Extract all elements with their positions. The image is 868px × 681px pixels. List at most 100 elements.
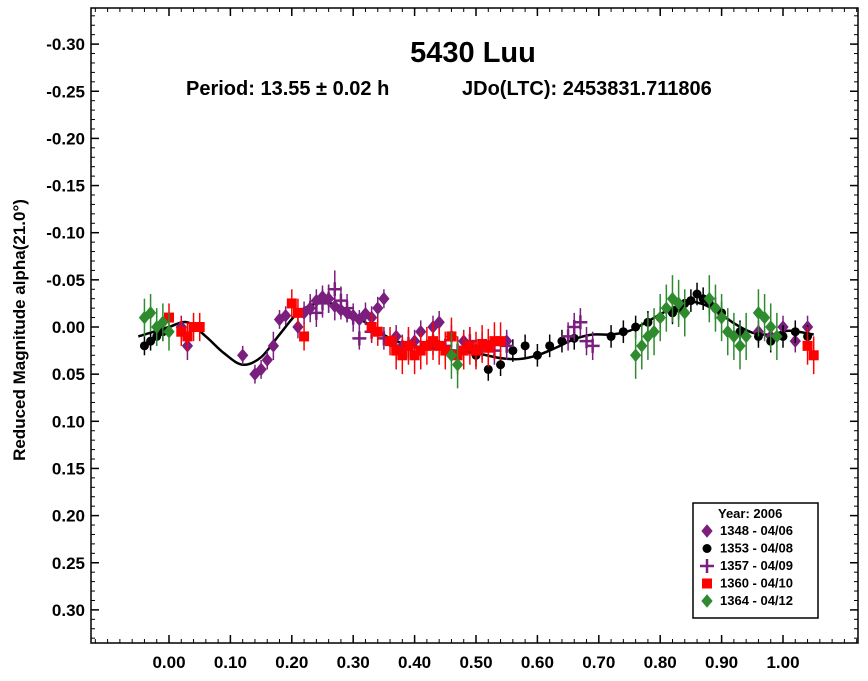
data-point [483, 342, 494, 353]
y-tick-label: -0.10 [46, 224, 85, 243]
data-point [654, 310, 666, 325]
data-point [434, 340, 445, 351]
data-point [520, 341, 530, 351]
legend-items: 1348 - 04/06 1353 - 04/08 1357 - 04/09 1360… [700, 523, 793, 608]
legend-marker [701, 524, 713, 538]
data-point [703, 291, 715, 306]
data-point [698, 294, 708, 304]
legend-title: Year: 2006 [718, 506, 782, 521]
data-point [397, 350, 408, 361]
data-point [366, 322, 377, 332]
y-tick-label: -0.30 [46, 35, 85, 54]
data-point [194, 322, 205, 332]
legend-marker [702, 544, 712, 553]
x-tick-label: 0.90 [705, 653, 738, 672]
series-3 [164, 289, 819, 375]
data-point [618, 327, 628, 337]
data-point [440, 345, 451, 356]
data-point [286, 298, 297, 309]
data-point [340, 301, 355, 316]
x-tick-label: 0.40 [398, 653, 431, 672]
data-point [267, 339, 280, 353]
data-point [483, 364, 493, 374]
data-point [261, 353, 273, 367]
y-tick-label: -0.25 [46, 82, 85, 101]
data-point [385, 336, 396, 347]
x-tick-label: 0.10 [214, 653, 247, 672]
data-point [321, 291, 336, 306]
data-point [163, 324, 175, 339]
data-point [532, 350, 542, 360]
legend-marker [700, 559, 714, 573]
x-tick-label: 0.80 [644, 653, 677, 672]
data-point [771, 329, 783, 344]
y-axis-label: Reduced Magnitude alpha(21.0°) [10, 199, 29, 461]
data-point [391, 345, 402, 356]
data-point [636, 339, 648, 353]
x-axis: 0.00 0.10 0.20 0.30 0.40 0.50 0.60 0.70 0.80 0.90… [94, 8, 858, 672]
data-point [778, 331, 788, 341]
data-point [451, 357, 464, 372]
data-point [561, 329, 576, 344]
y-tick-label: 0.05 [52, 365, 85, 384]
legend: Year: 2006 1348 - 04/06 1353 - 04/08 1357 … [692, 502, 819, 619]
data-point [679, 306, 691, 320]
epoch-label: JDo(LTC): 2453831.711806 [462, 78, 712, 100]
y-tick-label: -0.05 [46, 271, 85, 290]
x-tick-label: 0.30 [337, 653, 370, 672]
data-point [139, 341, 149, 351]
data-point [802, 340, 813, 351]
data-point [765, 320, 777, 334]
period-label: Period: 13.55 ± 0.02 h [186, 78, 389, 100]
data-point [629, 348, 642, 363]
data-point [255, 362, 267, 377]
data-point [333, 293, 348, 308]
data-point [237, 348, 249, 363]
data-point [372, 326, 383, 337]
y-tick-label: 0.15 [52, 459, 85, 478]
legend-marker [702, 578, 712, 589]
data-point [734, 339, 746, 353]
y-tick-label: 0.00 [52, 318, 85, 337]
data-point [660, 301, 672, 315]
data-point [715, 310, 728, 325]
x-tick-label: 0.70 [582, 653, 615, 672]
data-point [421, 340, 432, 351]
legend-label: 1357 - 04/09 [720, 558, 793, 573]
chart-title: 5430 Luu [410, 37, 536, 69]
data-point [292, 307, 303, 318]
data-point [445, 348, 458, 363]
legend-label: 1364 - 04/12 [720, 593, 793, 608]
data-point [428, 336, 439, 347]
y-tick-label: 0.20 [52, 507, 85, 526]
series-4 [138, 275, 783, 389]
data-point [471, 345, 481, 356]
data-point [144, 306, 157, 320]
data-point [157, 315, 169, 330]
data-point [409, 350, 420, 361]
data-point [188, 322, 199, 332]
data-point [672, 296, 685, 311]
data-point [464, 340, 475, 351]
data-point [372, 301, 384, 315]
data-point [573, 315, 588, 330]
legend-label: 1353 - 04/08 [720, 541, 793, 556]
data-point [508, 346, 518, 356]
data-point [728, 329, 740, 344]
data-point [648, 324, 660, 339]
data-point [686, 296, 696, 306]
data-point [709, 301, 722, 315]
data-point [299, 331, 310, 342]
y-tick-label: -0.15 [46, 177, 85, 196]
data-point [378, 291, 390, 306]
data-point [146, 336, 156, 346]
data-point [489, 336, 500, 347]
data-point [182, 331, 193, 342]
legend-label: 1360 - 04/10 [720, 576, 793, 591]
data-point [545, 341, 555, 351]
data-point [557, 336, 567, 346]
data-point [808, 350, 819, 361]
data-point [606, 331, 616, 341]
data-point [458, 345, 469, 356]
